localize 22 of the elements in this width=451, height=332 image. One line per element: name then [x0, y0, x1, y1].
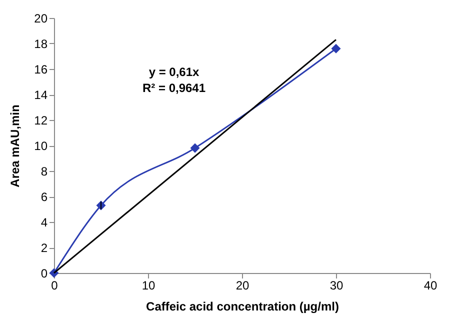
y-tick-label: 10	[34, 139, 48, 153]
point	[332, 44, 340, 53]
x-tick-label: 20	[236, 278, 250, 292]
x-tick-label: 0	[51, 278, 58, 292]
y-tick-label: 16	[34, 62, 48, 76]
y-tick-label: 0	[40, 266, 48, 280]
y-tick-label: 4	[40, 216, 48, 230]
x-tick-label: 30	[330, 278, 344, 292]
y-tick-label: 6	[40, 190, 48, 204]
y-tick-label: 20	[34, 12, 48, 26]
y-tick-label: 18	[34, 37, 48, 51]
y-tick-label: 8	[40, 164, 48, 178]
annotation: R² = 0,9641	[142, 81, 206, 95]
x-tick-label: 40	[424, 278, 438, 292]
point	[190, 144, 200, 152]
annotation: y = 0,61x	[148, 65, 200, 79]
y-tick-label: 2	[40, 241, 48, 255]
y-axis-title: Area mAU,min	[8, 104, 22, 188]
y-tick-label: 14	[34, 88, 48, 102]
y-tick-label: 12	[34, 114, 48, 128]
x-tick-label: 10	[142, 278, 156, 292]
x-axis-title: Caffeic acid concentration (µg/ml)	[146, 300, 339, 314]
